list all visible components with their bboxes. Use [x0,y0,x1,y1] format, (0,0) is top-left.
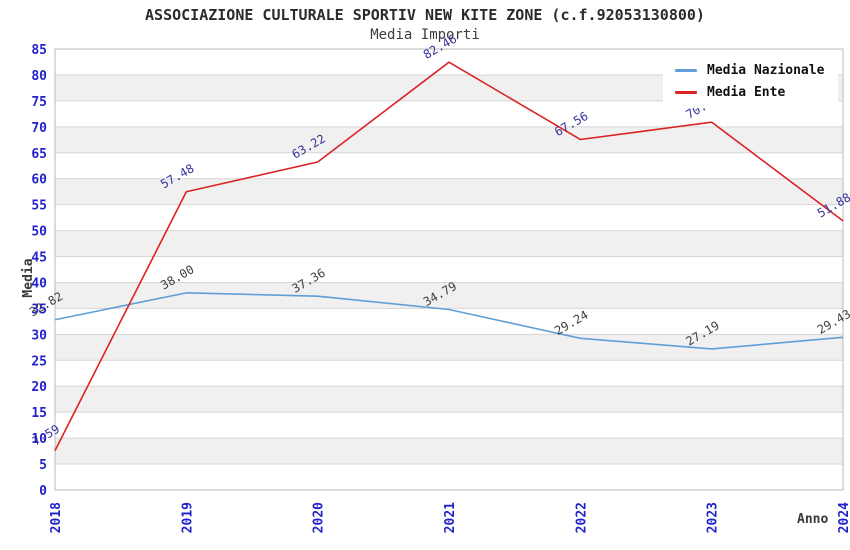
legend-item-media-ente: Media Ente [675,85,824,100]
plot-band [55,230,843,257]
legend-item-media-nazionale: Media Nazionale [675,63,824,78]
plot-band [55,360,843,387]
x-tick-label: 2022 [574,502,589,533]
plot-band [55,152,843,179]
y-tick-label: 45 [31,251,47,266]
x-axis-title: Anno [797,512,829,527]
y-tick-label: 70 [31,121,47,136]
plot-band [55,282,843,309]
plot-band [55,204,843,231]
y-tick-label: 80 [31,69,47,84]
x-tick-label: 2018 [49,502,64,533]
series-line-media-ente [54,61,844,451]
y-tick-label: 30 [31,328,47,343]
x-tick-label: 2020 [312,502,327,533]
plot-band [55,438,843,465]
y-tick-label: 50 [31,225,47,240]
y-tick-label: 55 [31,199,47,214]
x-tick-label: 2021 [443,502,458,533]
chart-title: ASSOCIAZIONE CULTURALE SPORTIV NEW KITE … [145,6,705,24]
y-tick-label: 10 [31,432,47,447]
plot-band [55,256,843,283]
legend-swatch-media-nazionale-icon [675,69,697,72]
plot-band [55,334,843,361]
y-tick-label: 15 [31,406,47,421]
plot-band [55,464,843,490]
y-tick-label: 75 [31,95,47,110]
legend-label-media-nazionale: Media Nazionale [707,63,825,78]
plot-band [55,386,843,413]
y-tick-label: 20 [31,380,47,395]
plot-band [55,412,843,439]
y-tick-label: 35 [31,302,47,317]
plot-frame [54,48,844,491]
chart-subtitle: Media Importi [370,27,480,43]
legend: Media Nazionale Media Ente [663,56,839,108]
y-tick-label: 0 [39,484,47,499]
y-tick-label: 25 [31,354,47,369]
y-tick-label: 65 [31,147,47,162]
y-tick-label: 40 [31,276,47,291]
x-tick-label: 2023 [706,502,721,533]
y-axis-title: Media [21,258,36,298]
y-tick-label: 60 [31,173,47,188]
y-tick-label: 85 [31,43,47,58]
x-tick-label: 2019 [180,502,195,533]
legend-label-media-ente: Media Ente [707,85,786,100]
legend-swatch-media-ente-icon [675,91,697,94]
plot-band [55,126,843,153]
plot-band [55,308,843,335]
x-tick-label: 2024 [837,502,850,533]
y-tick-label: 5 [39,458,47,473]
series-line-media-nazionale [54,292,844,350]
